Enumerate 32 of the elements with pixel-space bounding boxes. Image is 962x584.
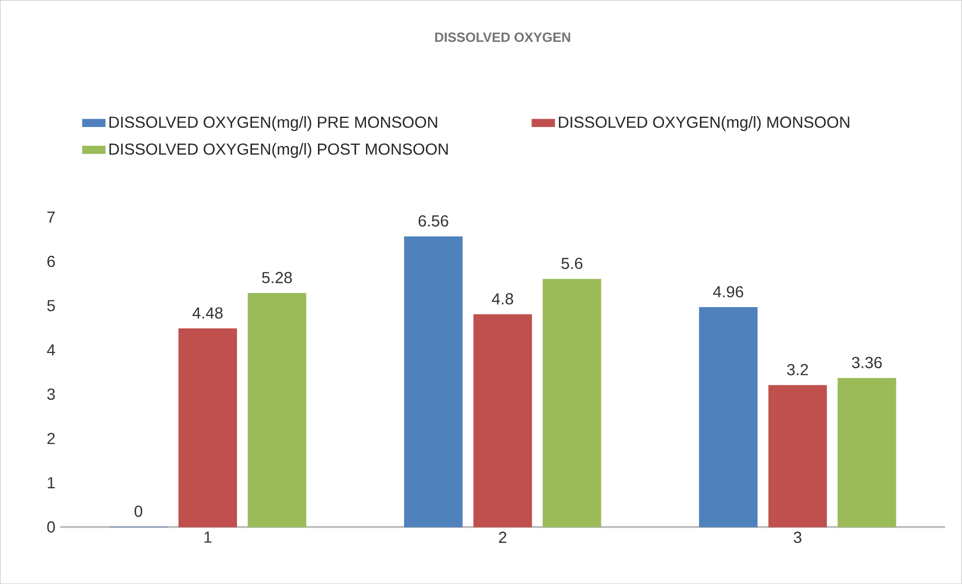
x-tick-label: 2 <box>499 532 506 543</box>
y-tick-label: 3 <box>47 388 55 400</box>
data-label: 3.2 <box>787 364 808 376</box>
y-tick-label: 7 <box>47 212 55 223</box>
data-label: 3.36 <box>852 356 882 368</box>
bar <box>404 236 463 528</box>
legend-label: DISSOLVED OXYGEN(mg/l) PRE MONSOON <box>109 116 438 131</box>
bar <box>768 384 827 528</box>
y-tick-label: 0 <box>47 521 55 533</box>
bar <box>838 378 896 528</box>
legend-label: DISSOLVED OXYGEN(mg/l) MONSOON <box>558 116 850 131</box>
data-label: 5.6 <box>561 258 582 269</box>
data-label: 4.8 <box>492 293 514 304</box>
y-tick-label: 1 <box>48 477 55 488</box>
data-label: 5.28 <box>262 272 292 284</box>
chart-title: DISSOLVED OXYGEN <box>435 32 570 42</box>
y-tick-label: 4 <box>47 344 56 356</box>
bar <box>473 314 532 528</box>
x-tick-label: 1 <box>204 532 212 543</box>
data-label: 4.48 <box>192 307 223 319</box>
legend-label: DISSOLVED OXYGEN(mg/l) POST MONSOON <box>109 142 448 158</box>
bar <box>178 328 237 528</box>
y-tick-label: 5 <box>47 300 55 312</box>
y-tick-label: 6 <box>47 256 55 267</box>
data-label: 4.96 <box>713 286 744 298</box>
bar <box>699 307 758 528</box>
y-tick-label: 2 <box>47 432 55 444</box>
data-label: 0 <box>134 506 142 517</box>
bar <box>542 278 602 528</box>
bar <box>248 292 306 528</box>
data-label: 6.56 <box>418 215 448 226</box>
x-tick-label: 3 <box>794 532 802 543</box>
